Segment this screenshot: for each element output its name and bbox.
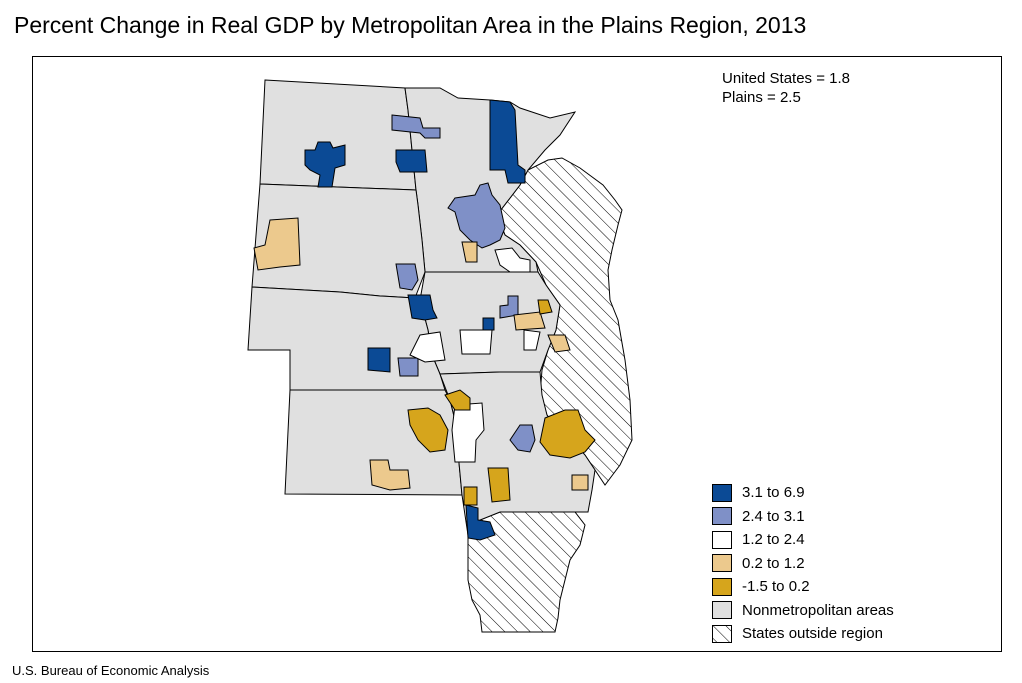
metro-grand-island	[367, 347, 391, 373]
legend-swatch-hatched	[712, 624, 732, 643]
metro-des-moines	[459, 329, 493, 355]
metro-waterloo	[499, 295, 519, 319]
metro-class-3-1-to-6-9	[304, 99, 526, 541]
legend-swatch	[712, 601, 732, 620]
legend-swatch	[712, 554, 732, 573]
legend-item: Nonmetropolitan areas	[712, 599, 894, 623]
legend-swatch	[712, 507, 732, 526]
map-title: Percent Change in Real GDP by Metropolit…	[14, 12, 807, 38]
legend-label: -1.5 to 0.2	[742, 578, 810, 596]
metro-joplin	[463, 486, 478, 506]
metro-sioux-city-rapid	[395, 263, 419, 291]
metro-iowa-city	[523, 329, 541, 351]
metro-grand-forks	[395, 149, 428, 173]
metro-ames	[482, 317, 495, 331]
legend: 3.1 to 6.9 2.4 to 3.1 1.2 to 2.4 0.2 to …	[712, 481, 894, 646]
metro-cedar-rapids	[513, 311, 546, 331]
metro-quad-cities	[547, 334, 571, 353]
metro-rapid-city	[253, 217, 301, 271]
metro-class-0-2-to-1-2	[253, 217, 589, 491]
legend-swatch	[712, 577, 732, 596]
legend-label: 0.2 to 1.2	[742, 554, 805, 572]
metro-kansas-city	[451, 402, 485, 463]
metro-salina	[369, 459, 411, 491]
metro-dubuque	[537, 299, 553, 315]
metro-class-1-2-to-2-4	[409, 247, 541, 463]
legend-item: States outside region	[712, 622, 894, 646]
state-north-dakota	[259, 79, 417, 191]
legend-item: 3.1 to 6.9	[712, 481, 894, 505]
legend-label: States outside region	[742, 625, 883, 643]
metro-class-2-4-to-3-1	[391, 114, 536, 453]
source-note: U.S. Bureau of Economic Analysis	[12, 663, 210, 678]
legend-item: -1.5 to 0.2	[712, 575, 894, 599]
metro-st-cloud	[461, 241, 478, 263]
legend-label: Nonmetropolitan areas	[742, 601, 894, 619]
legend-swatch	[712, 530, 732, 549]
legend-item: 2.4 to 3.1	[712, 505, 894, 529]
legend-swatch	[712, 483, 732, 502]
metro-topeka-manhattan	[444, 389, 471, 411]
metro-rochester	[494, 247, 531, 273]
metro-williston-minot	[304, 141, 346, 188]
metro-columbia	[509, 424, 536, 453]
legend-label: 1.2 to 2.4	[742, 531, 805, 549]
legend-label: 3.1 to 6.9	[742, 484, 805, 502]
legend-label: 2.4 to 3.1	[742, 507, 805, 525]
metro-sioux-falls	[407, 294, 438, 321]
metro-class-neg-1-5-to-0-2	[407, 299, 596, 506]
metro-bismarck-fargo	[391, 114, 441, 139]
metro-minneapolis	[447, 182, 506, 249]
legend-item: 1.2 to 2.4	[712, 528, 894, 552]
summary-stats: United States = 1.8 Plains = 2.5	[722, 69, 850, 107]
us-stat: United States = 1.8	[722, 70, 850, 87]
metro-duluth	[489, 99, 526, 184]
metro-st-louis	[539, 409, 596, 459]
metro-fort-smith-area	[465, 504, 496, 541]
metro-lincoln	[397, 357, 419, 377]
metro-omaha	[409, 331, 446, 363]
legend-item: 0.2 to 1.2	[712, 552, 894, 576]
metro-cape-girardeau	[571, 474, 589, 491]
metro-wichita-area	[407, 407, 449, 453]
metro-springfield	[487, 467, 511, 503]
map-frame	[32, 56, 1002, 652]
plains-stat: Plains = 2.5	[722, 89, 801, 106]
